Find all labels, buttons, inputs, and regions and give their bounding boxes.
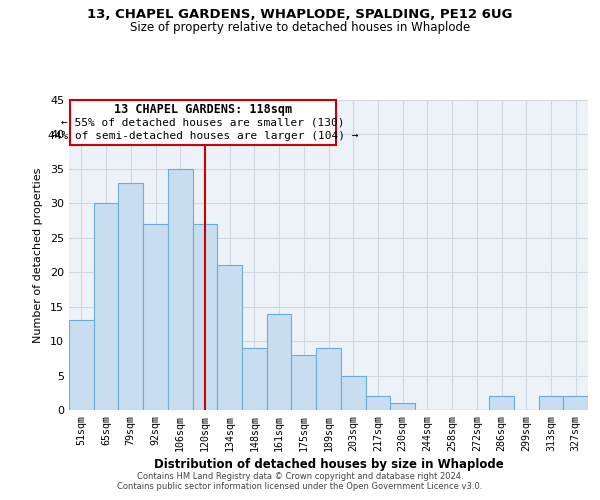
Bar: [267, 314, 292, 410]
Bar: [193, 224, 217, 410]
Text: Contains public sector information licensed under the Open Government Licence v3: Contains public sector information licen…: [118, 482, 482, 491]
Bar: [118, 182, 143, 410]
Bar: [365, 396, 390, 410]
Bar: [94, 204, 118, 410]
Y-axis label: Number of detached properties: Number of detached properties: [33, 168, 43, 342]
Bar: [539, 396, 563, 410]
Bar: [292, 355, 316, 410]
FancyBboxPatch shape: [70, 100, 336, 145]
Text: Contains HM Land Registry data © Crown copyright and database right 2024.: Contains HM Land Registry data © Crown c…: [137, 472, 463, 481]
Bar: [217, 266, 242, 410]
Bar: [390, 403, 415, 410]
Bar: [489, 396, 514, 410]
Text: ← 55% of detached houses are smaller (130): ← 55% of detached houses are smaller (13…: [61, 117, 345, 127]
Text: 13, CHAPEL GARDENS, WHAPLODE, SPALDING, PE12 6UG: 13, CHAPEL GARDENS, WHAPLODE, SPALDING, …: [87, 8, 513, 20]
Text: 44% of semi-detached houses are larger (104) →: 44% of semi-detached houses are larger (…: [48, 131, 358, 141]
Bar: [69, 320, 94, 410]
Bar: [316, 348, 341, 410]
Text: 13 CHAPEL GARDENS: 118sqm: 13 CHAPEL GARDENS: 118sqm: [114, 104, 292, 117]
Bar: [168, 169, 193, 410]
Bar: [563, 396, 588, 410]
Bar: [242, 348, 267, 410]
Bar: [341, 376, 365, 410]
Bar: [143, 224, 168, 410]
Text: Size of property relative to detached houses in Whaplode: Size of property relative to detached ho…: [130, 22, 470, 35]
X-axis label: Distribution of detached houses by size in Whaplode: Distribution of detached houses by size …: [154, 458, 503, 471]
